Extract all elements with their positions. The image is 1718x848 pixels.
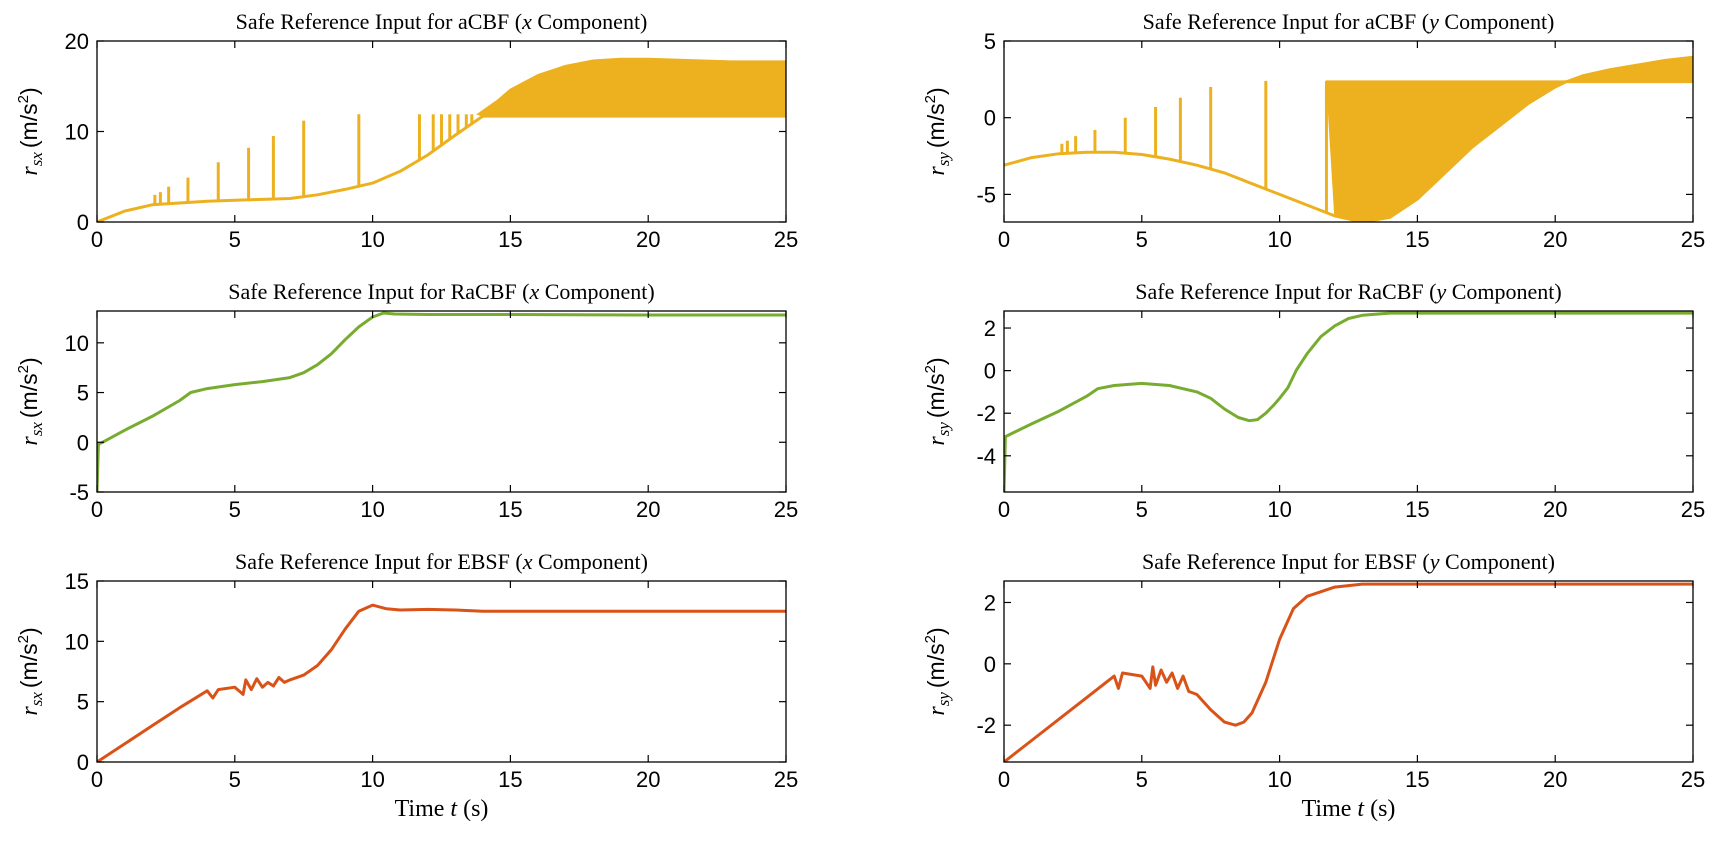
x-tick-label: 0 <box>91 227 103 252</box>
x-tick-label: 10 <box>1267 767 1291 792</box>
x-tick-label: 0 <box>998 227 1010 252</box>
chart-title: Safe Reference Input for EBSF (x Compone… <box>235 549 648 574</box>
axes-box <box>96 580 787 763</box>
axes-box <box>1003 580 1694 763</box>
x-axis-label: Time t (s) <box>1302 796 1396 822</box>
x-tick-label: 25 <box>1681 227 1705 252</box>
y-axis-label: rsy(m/s2) <box>922 627 953 715</box>
y-tick-label: 10 <box>65 629 89 654</box>
y-tick-label: 0 <box>77 430 89 455</box>
plot-area <box>97 311 786 492</box>
y-tick-label: 0 <box>77 210 89 235</box>
y-tick-label: 0 <box>984 652 996 677</box>
chart-panel-1: Safe Reference Input for aCBF (x Compone… <box>15 9 798 252</box>
x-tick-label: 15 <box>1405 767 1429 792</box>
x-tick-label: 15 <box>1405 497 1429 522</box>
chart-panel-6: Safe Reference Input for EBSF (y Compone… <box>922 549 1705 822</box>
chart-title: Safe Reference Input for RaCBF (x Compon… <box>228 279 654 304</box>
series-line <box>1004 311 1693 492</box>
y-tick-label: 10 <box>65 331 89 356</box>
y-tick-label: 5 <box>77 381 89 406</box>
x-tick-label: 5 <box>229 227 241 252</box>
chart-title: Safe Reference Input for RaCBF (y Compon… <box>1135 279 1561 304</box>
y-tick-label: -2 <box>976 713 996 738</box>
y-tick-label: 0 <box>984 359 996 384</box>
y-axis-label: rsx(m/s2) <box>15 357 46 445</box>
x-tick-label: 5 <box>1136 767 1148 792</box>
x-tick-label: 20 <box>636 497 660 522</box>
y-tick-label: 15 <box>65 569 89 594</box>
x-tick-label: 20 <box>1543 227 1567 252</box>
x-tick-label: 20 <box>1543 497 1567 522</box>
chart-panel-5: Safe Reference Input for EBSF (x Compone… <box>15 549 798 822</box>
x-tick-label: 25 <box>1681 767 1705 792</box>
y-tick-label: -2 <box>976 401 996 426</box>
plot-area <box>97 57 786 222</box>
x-tick-label: 0 <box>91 497 103 522</box>
plot-area <box>97 603 786 762</box>
x-tick-label: 25 <box>1681 497 1705 522</box>
x-tick-label: 20 <box>636 767 660 792</box>
x-tick-label: 25 <box>774 767 798 792</box>
x-tick-label: 25 <box>774 227 798 252</box>
plot-area <box>1004 311 1693 492</box>
chart-panel-3: Safe Reference Input for RaCBF (x Compon… <box>15 279 798 522</box>
x-tick-label: 0 <box>998 767 1010 792</box>
series-line <box>97 311 786 492</box>
y-axis-label: rsy(m/s2) <box>922 357 953 445</box>
x-tick-label: 20 <box>1543 767 1567 792</box>
y-axis-label: rsy(m/s2) <box>922 87 953 175</box>
x-tick-label: 5 <box>1136 497 1148 522</box>
plot-area <box>1004 582 1693 762</box>
y-tick-label: -5 <box>976 182 996 207</box>
x-tick-label: 20 <box>636 227 660 252</box>
y-axis-label: rsx(m/s2) <box>15 87 46 175</box>
series-line <box>1004 582 1693 762</box>
chart-panel-4: Safe Reference Input for RaCBF (y Compon… <box>922 279 1705 522</box>
series-oscillation-band <box>476 57 786 117</box>
y-tick-label: 10 <box>65 120 89 145</box>
series-line <box>97 603 786 762</box>
x-tick-label: 10 <box>1267 497 1291 522</box>
x-tick-label: 5 <box>1136 227 1148 252</box>
x-tick-label: 15 <box>498 227 522 252</box>
x-tick-label: 10 <box>360 767 384 792</box>
x-tick-label: 0 <box>91 767 103 792</box>
chart-title: Safe Reference Input for EBSF (y Compone… <box>1142 549 1555 574</box>
y-tick-label: 2 <box>984 590 996 615</box>
y-tick-label: 2 <box>984 316 996 341</box>
plot-area <box>1004 55 1693 222</box>
axes-box <box>1003 40 1694 223</box>
series-line <box>1004 80 1693 222</box>
x-tick-label: 0 <box>998 497 1010 522</box>
x-tick-label: 15 <box>498 497 522 522</box>
x-tick-label: 5 <box>229 767 241 792</box>
y-tick-label: 5 <box>77 690 89 715</box>
y-tick-label: 20 <box>65 29 89 54</box>
y-axis-label: rsx(m/s2) <box>15 627 46 715</box>
chart-title: Safe Reference Input for aCBF (y Compone… <box>1143 9 1555 34</box>
y-tick-label: -5 <box>69 480 89 505</box>
x-tick-label: 25 <box>774 497 798 522</box>
x-tick-label: 10 <box>360 227 384 252</box>
x-tick-label: 10 <box>360 497 384 522</box>
x-tick-label: 5 <box>229 497 241 522</box>
y-tick-label: -4 <box>976 444 996 469</box>
y-tick-label: 0 <box>984 106 996 131</box>
chart-title: Safe Reference Input for aCBF (x Compone… <box>236 9 648 34</box>
x-tick-label: 15 <box>498 767 522 792</box>
x-tick-label: 10 <box>1267 227 1291 252</box>
y-tick-label: 0 <box>77 750 89 775</box>
chart-panel-2: Safe Reference Input for aCBF (y Compone… <box>922 9 1705 252</box>
y-tick-label: 5 <box>984 29 996 54</box>
x-tick-label: 15 <box>1405 227 1429 252</box>
axes-box <box>96 310 787 493</box>
axes-box <box>1003 310 1694 493</box>
x-axis-label: Time t (s) <box>395 796 489 822</box>
